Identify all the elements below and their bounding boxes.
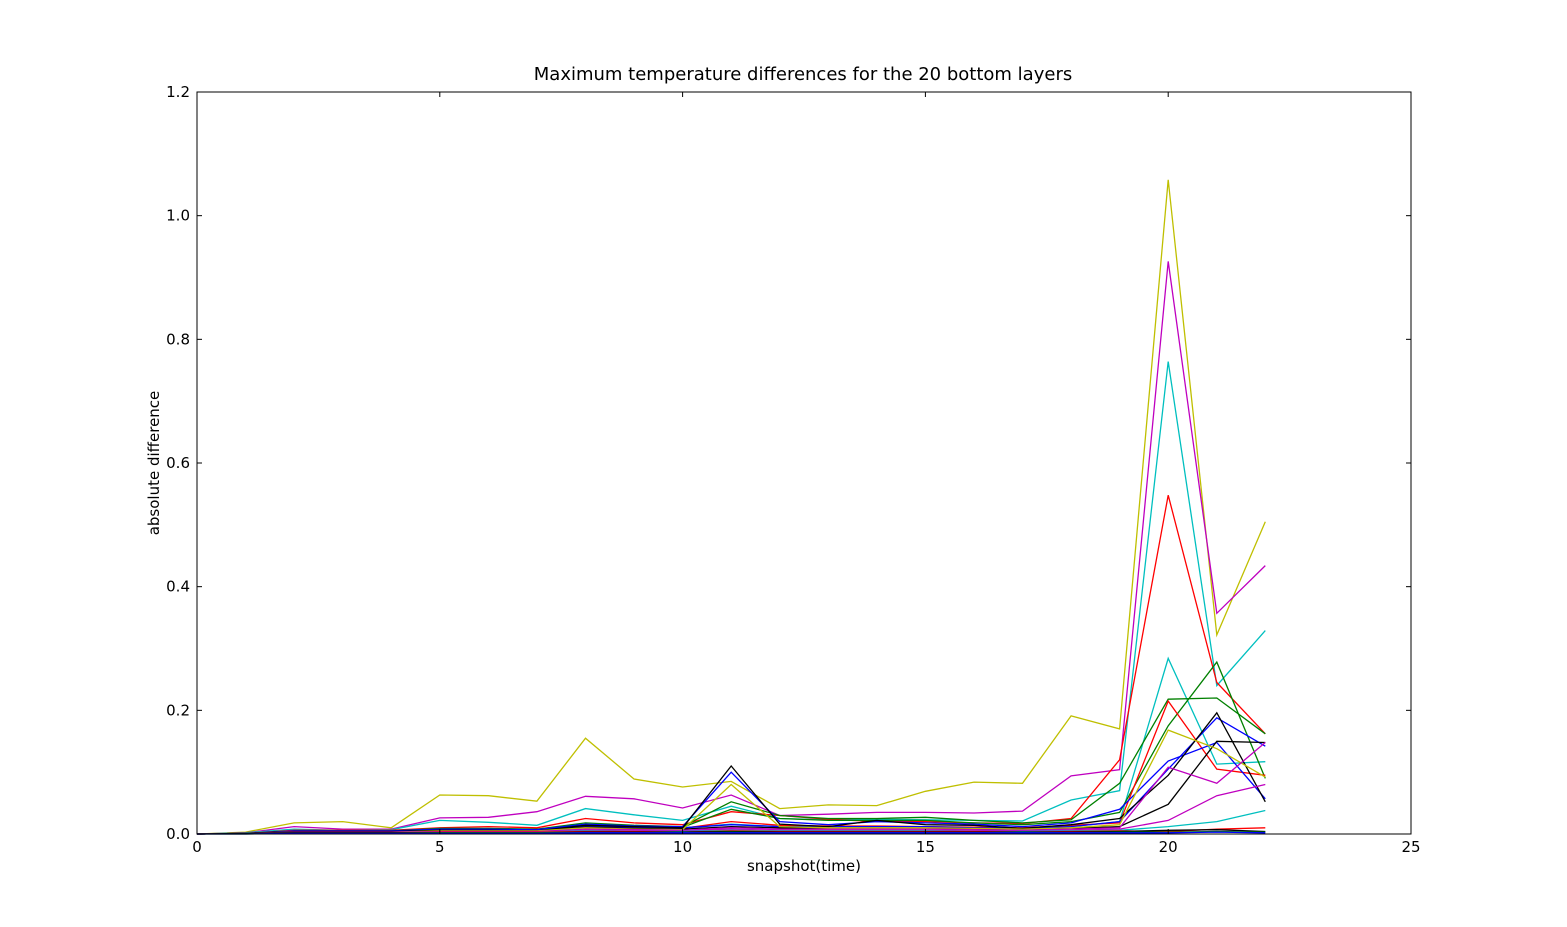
x-tick-label: 5 bbox=[435, 838, 445, 856]
chart-title: Maximum temperature differences for the … bbox=[534, 64, 1072, 85]
x-tick-label: 25 bbox=[1401, 838, 1420, 856]
series-line-20 bbox=[197, 831, 1266, 835]
y-tick-label: 0.2 bbox=[166, 701, 190, 719]
series-line-2 bbox=[196, 261, 1266, 835]
y-tick-label: 0.4 bbox=[166, 578, 190, 596]
x-tick-label: 0 bbox=[192, 838, 202, 856]
y-tick-label: 0.8 bbox=[166, 330, 190, 348]
x-tick-label: 15 bbox=[916, 838, 935, 856]
plot-background bbox=[197, 92, 1411, 834]
y-tick-label: 1.0 bbox=[166, 207, 190, 225]
x-axis-label: snapshot(time) bbox=[747, 857, 861, 875]
series-line-1 bbox=[196, 179, 1266, 835]
y-tick-label: 0.0 bbox=[166, 825, 190, 843]
plot-area: 0 5 10 15 20 25 0.0 0.2 0.4 0.6 0.8 1.0 1.2 bbox=[166, 83, 1420, 856]
series-line-14 bbox=[196, 742, 1266, 835]
y-tick-label: 0.6 bbox=[166, 454, 190, 472]
ticks-layer: 0 5 10 15 20 25 0.0 0.2 0.4 0.6 0.8 1.0 1.2 bbox=[166, 83, 1420, 856]
x-tick-label: 20 bbox=[1159, 838, 1178, 856]
y-tick-label: 1.2 bbox=[166, 83, 190, 101]
y-axis-label: absolute difference bbox=[145, 391, 163, 536]
x-tick-label: 10 bbox=[673, 838, 692, 856]
series-layer bbox=[196, 179, 1266, 835]
